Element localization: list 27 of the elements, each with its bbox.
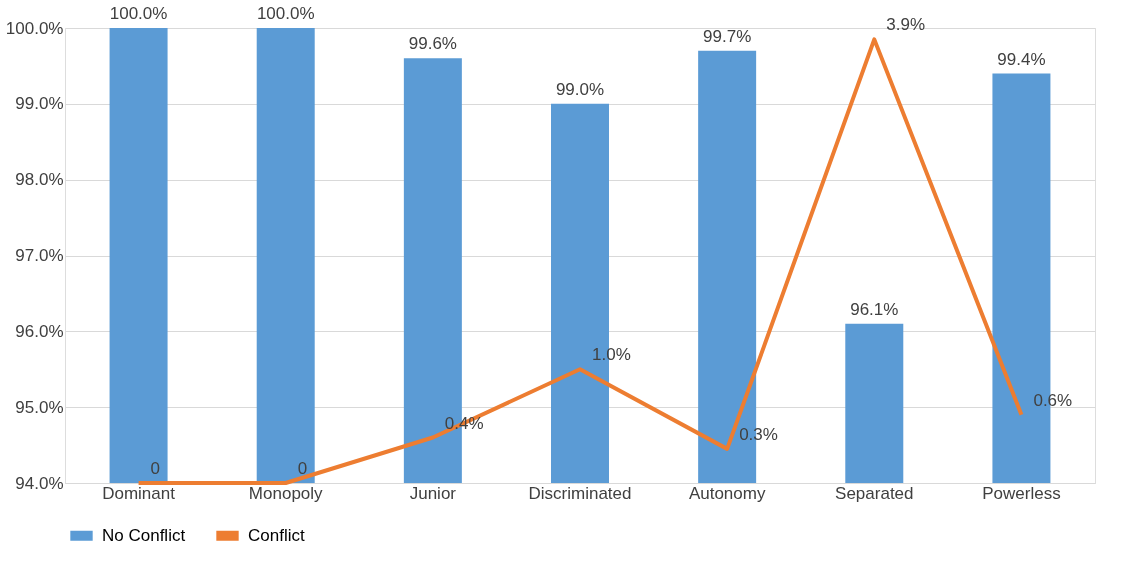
y-tick-label: 100.0% — [5, 18, 64, 38]
legend-label: No Conflict — [102, 525, 186, 545]
y-tick-label: 99.0% — [15, 94, 64, 114]
x-tick-label: Powerless — [982, 483, 1061, 503]
x-tick-label: Discriminated — [528, 483, 632, 503]
data-label: 96.1% — [850, 299, 899, 319]
y-tick-label: 94.0% — [15, 473, 64, 493]
data-label: 0 — [150, 459, 161, 478]
data-label: 100.0% — [256, 4, 315, 23]
data-label: 99.6% — [408, 34, 457, 54]
legend-label: Conflict — [248, 525, 305, 545]
data-label: 99.4% — [997, 49, 1046, 69]
y-tick-label: 98.0% — [15, 170, 64, 190]
data-label: 3.9% — [886, 15, 926, 35]
x-tick-label: Separated — [835, 483, 914, 503]
data-label: 99.0% — [555, 79, 605, 99]
x-tick-label: Junior — [409, 483, 457, 503]
x-tick-label: Autonomy — [688, 483, 766, 503]
data-label: 0 — [297, 459, 308, 478]
x-tick-label: Monopoly — [248, 483, 324, 503]
data-label: 100.0% — [109, 4, 168, 23]
x-tick-label: Dominant — [102, 483, 176, 503]
data-label: 99.7% — [703, 26, 752, 46]
y-tick-label: 95.0% — [15, 397, 64, 417]
y-tick-label: 97.0% — [15, 246, 64, 265]
y-tick-label: 96.0% — [15, 321, 64, 341]
data-label: 0.4% — [444, 413, 484, 433]
